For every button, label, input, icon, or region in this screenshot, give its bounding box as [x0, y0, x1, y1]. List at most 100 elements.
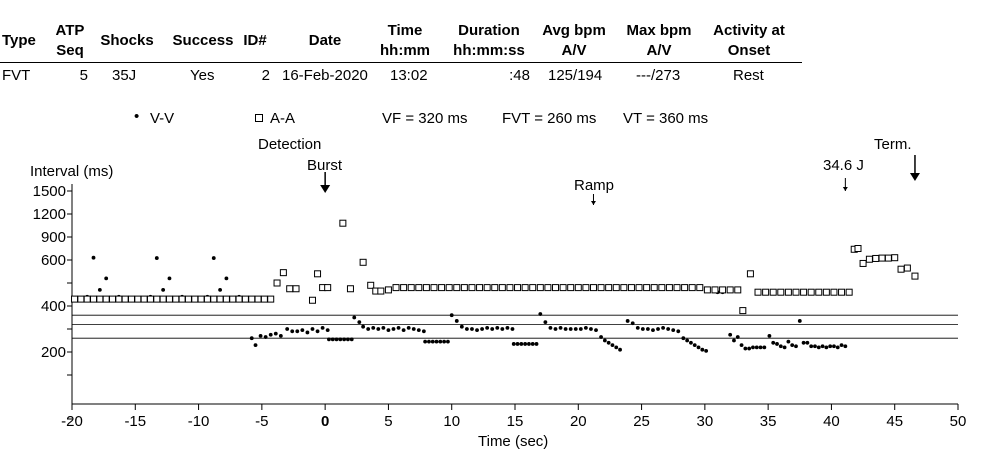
aa-point [445, 284, 453, 292]
aa-point [140, 295, 148, 303]
vv-point [465, 327, 469, 331]
vv-point [820, 344, 825, 349]
x-tick-label: -20 [61, 413, 83, 430]
aa-point [400, 284, 408, 292]
vv-point [427, 339, 431, 344]
vv-point [454, 319, 459, 323]
x-axis-title: Time (sec) [478, 433, 549, 450]
vv-point [500, 327, 505, 331]
col-header-max-bpm: Max bpm A/V [620, 21, 698, 61]
vv-point [459, 324, 464, 329]
aa-point [346, 285, 354, 293]
aa-point [115, 295, 123, 303]
aa-point [415, 284, 423, 292]
vv-point [505, 325, 510, 330]
vv-point [583, 325, 588, 330]
vv-point [813, 344, 817, 349]
aa-point [422, 284, 430, 292]
vv-point [315, 329, 320, 334]
vv-point [352, 315, 357, 320]
aa-point [109, 295, 117, 303]
y-tick-label: 600 [41, 252, 66, 269]
vv-point [543, 320, 548, 324]
vv-point [732, 338, 736, 343]
vv-point [446, 339, 450, 344]
vv-point [735, 335, 740, 339]
aa-point [254, 295, 262, 303]
vv-point [797, 319, 802, 323]
aa-point [784, 288, 792, 296]
aa-point [292, 285, 300, 293]
vv-point [361, 324, 366, 329]
aa-point [468, 284, 476, 292]
table-divider [0, 62, 802, 63]
aa-point [911, 272, 919, 280]
vv-point [218, 288, 222, 292]
vv-point [751, 345, 755, 350]
col-header-line1: Success [172, 32, 234, 49]
vv-point [154, 256, 159, 260]
aa-point [71, 295, 79, 303]
aa-point [734, 286, 742, 294]
aa-point [703, 286, 711, 294]
aa-point [184, 295, 192, 303]
vv-point [438, 339, 443, 344]
vv-point [614, 345, 619, 350]
x-tick-label: 50 [950, 413, 967, 430]
y-tick-label: 400 [41, 298, 66, 315]
vv-point [599, 335, 603, 339]
vv-point [401, 328, 406, 333]
aa-point [627, 284, 635, 292]
aa-point [521, 284, 529, 292]
vv-point [534, 342, 539, 346]
aa-point [153, 295, 161, 303]
vv-point [805, 340, 810, 345]
y-tick-label: 1500 [33, 183, 66, 200]
annotation-burst: Burst [307, 157, 343, 174]
legend-fvt-zone: FVT = 260 ms [502, 110, 597, 127]
col-header-line1: Activity at [713, 22, 785, 39]
col-header-id: ID# [240, 31, 270, 51]
aa-point [314, 270, 322, 278]
x-tick-label: 10 [443, 413, 460, 430]
aa-point [762, 288, 770, 296]
cell-max-bpm: ---/273 [636, 67, 681, 84]
vv-point [396, 325, 401, 330]
vv-point [558, 325, 563, 330]
vv-point [295, 329, 300, 334]
aa-point [506, 284, 514, 292]
vv-point [610, 343, 615, 347]
vv-point [320, 325, 325, 330]
aa-point [241, 295, 249, 303]
vv-point [754, 345, 759, 350]
vv-point [515, 342, 520, 346]
aa-point [872, 254, 880, 262]
col-header-duration: Duration hh:mm:ss [446, 21, 532, 61]
vv-point [421, 329, 426, 334]
chart-marks [71, 219, 919, 353]
vv-point [411, 327, 416, 331]
aa-point [688, 284, 696, 292]
aa-point [854, 245, 862, 252]
vv-point [346, 337, 350, 342]
aa-point [650, 284, 658, 292]
aa-point [746, 270, 754, 278]
vv-point [376, 327, 381, 331]
legend-vf-zone: VF = 320 ms [382, 110, 468, 127]
vv-point [767, 334, 772, 338]
vv-point [290, 329, 295, 334]
aa-point [673, 284, 681, 292]
chart-axes: 1500 1200 900 600 400 200 -20 -15 -10 -5 0 5 10 15 20 2… [33, 183, 967, 430]
vv-point [602, 338, 607, 343]
col-header-atp-seq: ATP Seq [48, 21, 92, 61]
legend-vv-marker: • [134, 108, 140, 125]
cell-activity: Rest [733, 67, 764, 84]
annotation-term: Term. [874, 136, 912, 153]
vv-point [167, 276, 172, 281]
vv-point [782, 345, 787, 350]
legend-aa-marker [255, 114, 263, 122]
vv-point [704, 348, 709, 353]
vv-point [391, 327, 396, 331]
y-tick-label: 1200 [33, 206, 66, 223]
vv-point [224, 276, 229, 281]
